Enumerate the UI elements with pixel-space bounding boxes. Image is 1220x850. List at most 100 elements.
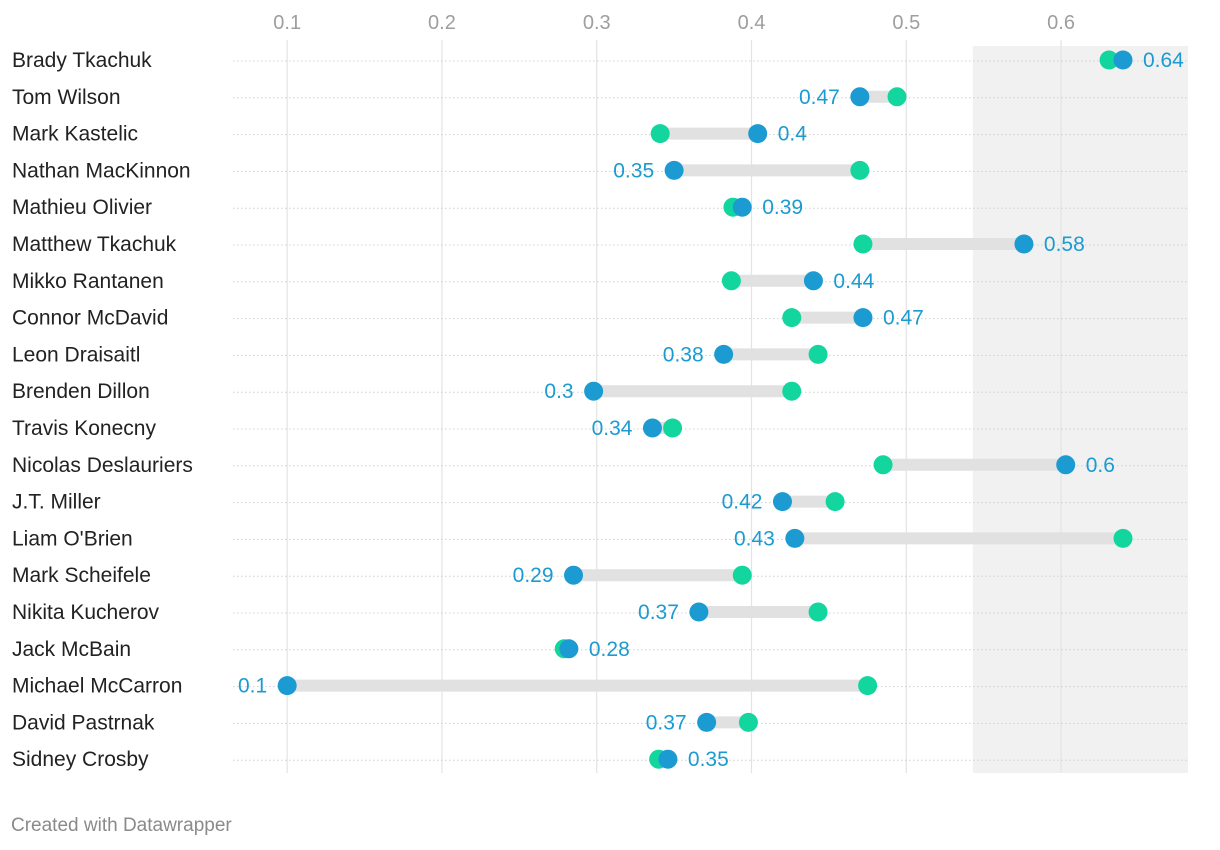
player-name: Travis Konecny: [12, 417, 156, 440]
player-name: Brenden Dillon: [12, 380, 150, 403]
blue-dot: [584, 381, 604, 401]
player-row: Jack McBain 0.28: [12, 638, 1188, 661]
x-tick-label: 0.2: [428, 12, 456, 34]
blue-dot: [642, 418, 662, 438]
blue-dot: [732, 197, 752, 217]
blue-dot: [785, 528, 805, 548]
blue-dot: [559, 639, 579, 659]
player-name: Mikko Rantanen: [12, 270, 164, 293]
green-dot: [650, 124, 670, 144]
player-row: Sidney Crosby 0.35: [12, 748, 1188, 771]
player-name: Michael McCarron: [12, 675, 182, 698]
x-tick-label: 0.5: [892, 12, 920, 34]
player-name: J.T. Miller: [12, 491, 101, 514]
blue-dot: [772, 492, 792, 512]
green-dot: [808, 344, 828, 364]
green-dot: [663, 418, 683, 438]
player-name: Nicolas Deslauriers: [12, 454, 193, 477]
player-row: Liam O'Brien 0.43: [12, 527, 1188, 550]
x-tick-label: 0.1: [273, 12, 301, 34]
player-row: Connor McDavid 0.47: [12, 307, 1188, 330]
blue-value-label: 0.4: [778, 123, 808, 146]
blue-dot: [1113, 50, 1133, 70]
player-rows: Brady Tkachuk 0.64 Tom Wilson 0.47 Mark Kast…: [12, 49, 1188, 771]
player-row: Mathieu Olivier 0.39: [12, 196, 1188, 219]
blue-dot: [1056, 455, 1076, 475]
player-row: Nicolas Deslauriers 0.6: [12, 454, 1188, 477]
player-name: Brady Tkachuk: [12, 49, 152, 72]
blue-dot: [714, 344, 734, 364]
x-tick-label: 0.4: [738, 12, 766, 34]
player-row: Mark Kastelic 0.4: [12, 123, 1188, 146]
player-row: Tom Wilson 0.47: [12, 86, 1188, 109]
player-name: Mark Scheifele: [12, 564, 151, 587]
blue-dot: [853, 308, 873, 328]
player-name: Mathieu Olivier: [12, 196, 152, 219]
player-name: Sidney Crosby: [12, 748, 149, 771]
green-dot: [853, 234, 873, 254]
player-row: Mikko Rantanen 0.44: [12, 270, 1188, 293]
green-dot: [825, 492, 845, 512]
gridline-layer: [286, 40, 1062, 773]
blue-dot: [697, 712, 717, 732]
blue-value-label: 0.58: [1044, 233, 1085, 256]
blue-dot: [1014, 234, 1034, 254]
blue-value-label: 0.35: [688, 748, 729, 771]
blue-value-label: 0.38: [663, 343, 704, 366]
player-row: J.T. Miller 0.42: [12, 491, 1188, 514]
blue-value-label: 0.42: [722, 491, 763, 514]
player-row: Matthew Tkachuk 0.58: [12, 233, 1188, 256]
blue-value-label: 0.1: [238, 675, 267, 698]
player-name: David Pastrnak: [12, 711, 155, 734]
blue-dot: [850, 87, 870, 107]
green-dot: [738, 712, 758, 732]
blue-value-label: 0.39: [762, 196, 803, 219]
player-row: Travis Konecny 0.34: [12, 417, 1188, 440]
highlight-band: [972, 46, 1188, 773]
blue-value-label: 0.28: [589, 638, 630, 661]
blue-value-label: 0.47: [799, 86, 840, 109]
player-name: Nikita Kucherov: [12, 601, 160, 624]
green-dot: [732, 565, 752, 585]
player-name: Mark Kastelic: [12, 123, 138, 146]
datawrapper-credit[interactable]: Created with Datawrapper: [11, 815, 232, 836]
player-name: Connor McDavid: [12, 307, 168, 330]
green-dot: [808, 602, 828, 622]
blue-dot: [803, 271, 823, 291]
player-name: Tom Wilson: [12, 86, 121, 109]
blue-dot: [564, 565, 584, 585]
blue-value-label: 0.6: [1086, 454, 1115, 477]
blue-value-label: 0.44: [833, 270, 874, 293]
green-dot: [858, 676, 878, 696]
player-row: Leon Draisaitl 0.38: [12, 343, 1188, 366]
green-dot: [887, 87, 907, 107]
blue-value-label: 0.43: [734, 527, 775, 550]
green-dot: [782, 308, 802, 328]
blue-value-label: 0.35: [613, 159, 654, 182]
player-row: Michael McCarron 0.1: [12, 675, 1188, 698]
blue-value-label: 0.64: [1143, 49, 1184, 72]
background-layer: [972, 46, 1188, 773]
green-dot: [782, 381, 802, 401]
green-dot: [1113, 528, 1133, 548]
player-row: Nathan MacKinnon 0.35: [12, 159, 1188, 182]
player-row: Mark Scheifele 0.29: [12, 564, 1188, 587]
player-name: Liam O'Brien: [12, 527, 133, 550]
x-axis-ticks: 0.1 0.2 0.3 0.4 0.5 0.6: [273, 12, 1075, 34]
blue-dot: [664, 160, 684, 180]
blue-dot: [277, 676, 297, 696]
green-dot: [721, 271, 741, 291]
blue-dot: [658, 749, 678, 769]
blue-value-label: 0.34: [592, 417, 633, 440]
blue-value-label: 0.47: [883, 307, 924, 330]
blue-value-label: 0.37: [646, 711, 687, 734]
player-row: Nikita Kucherov 0.37: [12, 601, 1188, 624]
blue-dot: [748, 124, 768, 144]
x-tick-label: 0.6: [1047, 12, 1075, 34]
player-row: Brenden Dillon 0.3: [12, 380, 1188, 403]
player-name: Matthew Tkachuk: [12, 233, 177, 256]
green-dot: [873, 455, 893, 475]
player-row: David Pastrnak 0.37: [12, 711, 1188, 734]
player-name: Jack McBain: [12, 638, 131, 661]
